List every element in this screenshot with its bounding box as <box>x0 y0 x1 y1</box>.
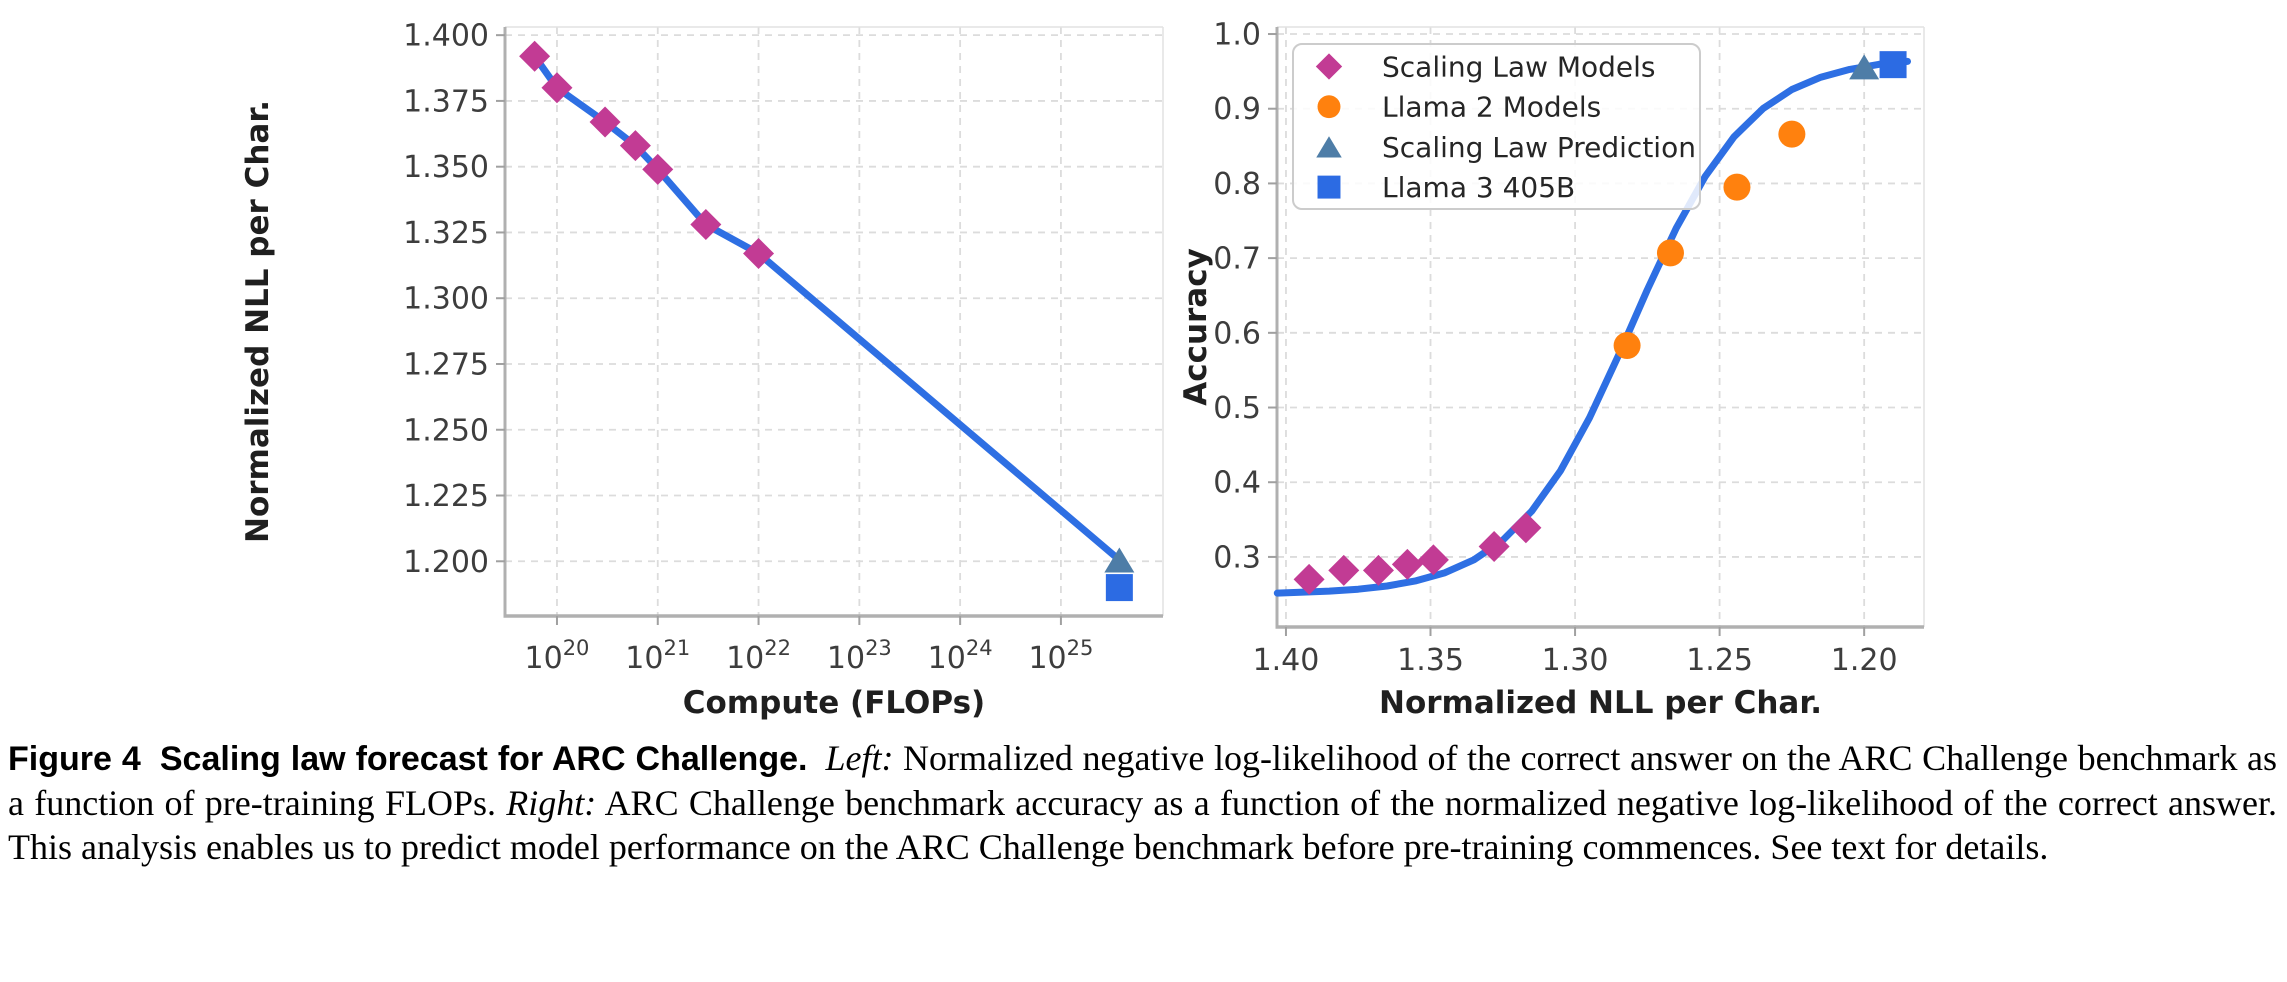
legend-label: Scaling Law Models <box>1382 51 1656 84</box>
caption-left-marker: Left: <box>825 738 894 778</box>
left-x-axis-title: Compute (FLOPs) <box>683 685 985 721</box>
y-tick-label: 0.8 <box>1213 167 1261 202</box>
y-tick-label: 0.3 <box>1213 540 1261 575</box>
caption-figure-title: Scaling law forecast for ARC Challenge. <box>159 740 808 778</box>
diamond-marker <box>1510 512 1542 544</box>
legend-box <box>1292 43 1701 210</box>
right-y-tick-labels: 0.3 0.4 0.5 0.6 0.7 0.8 0.9 1.0 <box>1213 18 1261 576</box>
x-tick-label: 1020 <box>525 636 590 676</box>
y-tick-label: 1.375 <box>403 84 489 119</box>
caption-right-text: ARC Challenge benchmark accuracy as a fu… <box>8 783 2278 867</box>
caption-left-text: Normalized negative log-likelihood of th… <box>8 738 2278 823</box>
left-y-tick-labels: 1.200 1.225 1.250 1.275 1.300 1.325 1.350 1.375… <box>403 19 489 580</box>
left-gridlines <box>505 27 1163 616</box>
triangle-marker <box>1849 54 1880 80</box>
diamond-marker <box>619 130 651 162</box>
diamond-marker <box>1328 554 1360 586</box>
diamond-marker <box>743 237 775 269</box>
diamond-marker <box>690 209 722 241</box>
left-tick-marks <box>496 34 1062 625</box>
y-tick-label: 0.9 <box>1213 92 1261 127</box>
diamond-marker <box>1417 544 1449 576</box>
diamond-marker <box>519 40 551 72</box>
circle-marker <box>1723 173 1751 201</box>
right-tick-marks <box>1268 33 1866 636</box>
y-tick-label: 0.7 <box>1213 242 1261 277</box>
circle-marker <box>1613 332 1641 360</box>
right-scaling-law-models-points <box>1293 512 1542 595</box>
y-tick-label: 1.275 <box>403 347 489 382</box>
right-sigmoid-fit-curve <box>1273 57 1911 597</box>
triangle-marker <box>1104 547 1135 573</box>
scaling-law-figure-svg: 1020 1021 1022 1023 1024 10251.2001.2251.2501… <box>240 18 1925 721</box>
triangle-marker <box>1316 136 1342 158</box>
right-x-axis-title: Normalized NLL per Char. <box>1379 685 1822 721</box>
right-llama-2-models-points <box>1613 120 1806 360</box>
diamond-marker <box>1315 53 1343 80</box>
left-llama-3-405b-points <box>1105 574 1133 602</box>
left-y-axis-title: Normalized NLL per Char. <box>240 100 276 543</box>
square-marker <box>1879 51 1907 79</box>
y-tick-label: 1.350 <box>403 150 489 185</box>
caption-figure-label: Figure 4 <box>8 740 141 778</box>
right-y-axis-title: Accuracy <box>1178 248 1214 406</box>
scaling-law-fit-line <box>531 52 1123 564</box>
x-tick-label: 1.40 <box>1253 643 1320 678</box>
x-tick-label: 1021 <box>625 636 690 676</box>
y-tick-label: 1.300 <box>403 282 489 317</box>
y-tick-label: 1.200 <box>403 545 489 580</box>
diamond-marker <box>541 72 573 104</box>
x-tick-label: 1.30 <box>1542 643 1609 678</box>
y-tick-label: 0.6 <box>1213 316 1261 351</box>
y-tick-label: 1.0 <box>1213 18 1261 53</box>
legend-label: Scaling Law Prediction <box>1382 131 1696 164</box>
diamond-marker <box>1293 563 1325 595</box>
figure-4-charts: 1020 1021 1022 1023 1024 1025 1.200 1.225 1.250 1… <box>240 18 1925 721</box>
x-tick-label: 1.25 <box>1686 643 1753 678</box>
chart-legend: Scaling Law Models Llama 2 Models Scaling … <box>1292 43 1701 210</box>
x-tick-label: 1022 <box>726 636 791 676</box>
circle-marker <box>1778 120 1806 148</box>
legend-label: Llama 3 405B <box>1382 171 1575 204</box>
x-tick-label: 1.20 <box>1831 643 1898 678</box>
y-tick-label: 1.325 <box>403 216 489 251</box>
square-marker <box>1105 574 1133 602</box>
diamond-marker <box>1362 554 1394 586</box>
square-marker <box>1317 175 1341 199</box>
y-tick-label: 1.250 <box>403 413 489 448</box>
x-tick-label: 1024 <box>928 636 993 676</box>
figure-caption: Figure 4 Scaling law forecast for ARC Ch… <box>8 736 2277 869</box>
diamond-marker <box>1478 530 1510 562</box>
y-tick-label: 0.5 <box>1213 391 1261 426</box>
x-tick-label: 1025 <box>1028 636 1093 676</box>
left-scaling-law-models-points <box>519 40 775 269</box>
caption-right-marker: Right: <box>506 783 597 823</box>
diamond-marker <box>642 153 674 185</box>
right-x-tick-labels: 1.40 1.35 1.30 1.25 1.20 <box>1253 643 1898 678</box>
y-tick-label: 1.400 <box>403 19 489 54</box>
diamond-marker <box>1391 548 1423 580</box>
circle-marker <box>1656 239 1684 267</box>
right-chart: 1.40 1.35 1.30 1.25 1.200.30.40.50.60.70.80.… <box>1178 18 1925 721</box>
x-tick-label: 1023 <box>827 636 892 676</box>
circle-marker <box>1317 95 1341 119</box>
left-scaling-law-prediction-points <box>1104 547 1135 573</box>
right-llama-3-405b-points <box>1879 51 1907 79</box>
left-scaling-law-fit-line <box>531 52 1123 564</box>
x-tick-label: 1.35 <box>1397 643 1464 678</box>
y-tick-label: 0.4 <box>1213 466 1261 501</box>
left-chart: 1020 1021 1022 1023 1024 10251.2001.2251.2501… <box>240 19 1164 721</box>
left-x-tick-labels: 1020 1021 1022 1023 1024 1025 <box>525 636 1094 676</box>
sigmoid-fit-curve <box>1273 57 1911 597</box>
y-tick-label: 1.225 <box>403 479 489 514</box>
legend-label: Llama 2 Models <box>1382 91 1601 124</box>
diamond-marker <box>589 106 621 138</box>
right-scaling-law-prediction-points <box>1849 54 1880 80</box>
